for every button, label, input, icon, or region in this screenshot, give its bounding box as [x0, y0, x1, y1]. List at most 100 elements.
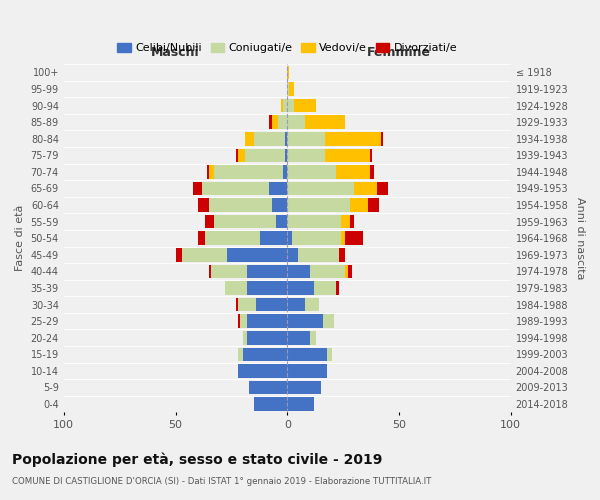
Bar — [209, 198, 272, 212]
Bar — [254, 398, 287, 411]
Bar — [346, 232, 363, 245]
Bar — [285, 148, 287, 162]
Bar — [285, 132, 287, 145]
Bar — [337, 165, 370, 178]
Bar — [347, 264, 352, 278]
Text: Maschi: Maschi — [151, 46, 200, 59]
Bar — [354, 182, 377, 196]
Bar — [294, 99, 316, 112]
Bar — [247, 281, 287, 295]
Bar — [341, 215, 350, 228]
Bar — [238, 348, 242, 361]
Bar — [198, 198, 209, 212]
Bar — [207, 165, 209, 178]
Bar — [205, 215, 214, 228]
Bar — [198, 232, 205, 245]
Text: Popolazione per età, sesso e stato civile - 2019: Popolazione per età, sesso e stato civil… — [12, 452, 382, 467]
Bar — [254, 132, 285, 145]
Bar — [287, 165, 337, 178]
Bar — [338, 248, 346, 262]
Bar — [247, 314, 287, 328]
Bar — [370, 148, 372, 162]
Bar — [238, 314, 241, 328]
Bar — [287, 82, 289, 96]
Bar — [310, 331, 316, 344]
Bar — [287, 215, 341, 228]
Bar — [209, 264, 211, 278]
Bar — [292, 232, 341, 245]
Bar — [305, 116, 346, 129]
Bar — [328, 348, 332, 361]
Bar — [310, 264, 346, 278]
Bar — [287, 198, 350, 212]
Bar — [287, 331, 310, 344]
Bar — [238, 364, 287, 378]
Bar — [305, 298, 319, 312]
Bar — [283, 99, 287, 112]
Bar — [287, 232, 292, 245]
Legend: Celibi/Nubili, Coniugati/e, Vedovi/e, Divorziati/e: Celibi/Nubili, Coniugati/e, Vedovi/e, Di… — [113, 38, 461, 58]
Bar — [247, 264, 287, 278]
Bar — [350, 215, 354, 228]
Text: COMUNE DI CASTIGLIONE D'ORCIA (SI) - Dati ISTAT 1° gennaio 2019 - Elaborazione T: COMUNE DI CASTIGLIONE D'ORCIA (SI) - Dat… — [12, 478, 431, 486]
Bar — [283, 165, 287, 178]
Bar — [370, 165, 374, 178]
Bar — [287, 348, 328, 361]
Bar — [287, 314, 323, 328]
Bar — [281, 99, 283, 112]
Bar — [214, 215, 276, 228]
Bar — [242, 331, 247, 344]
Bar — [214, 165, 283, 178]
Bar — [287, 364, 328, 378]
Bar — [227, 248, 287, 262]
Y-axis label: Fasce di età: Fasce di età — [15, 205, 25, 272]
Bar — [193, 182, 202, 196]
Bar — [245, 132, 254, 145]
Bar — [289, 82, 294, 96]
Bar — [247, 331, 287, 344]
Bar — [209, 165, 214, 178]
Bar — [224, 281, 247, 295]
Bar — [287, 248, 298, 262]
Bar — [176, 248, 182, 262]
Bar — [287, 99, 294, 112]
Bar — [337, 281, 338, 295]
Bar — [298, 248, 338, 262]
Bar — [377, 182, 388, 196]
Bar — [202, 182, 269, 196]
Bar — [368, 198, 379, 212]
Bar — [325, 132, 381, 145]
Bar — [269, 116, 272, 129]
Bar — [346, 264, 347, 278]
Bar — [241, 314, 247, 328]
Text: Femmine: Femmine — [367, 46, 431, 59]
Bar — [272, 198, 287, 212]
Bar — [341, 232, 346, 245]
Bar — [287, 148, 325, 162]
Bar — [287, 66, 289, 79]
Bar — [211, 264, 247, 278]
Bar — [287, 298, 305, 312]
Bar — [287, 116, 305, 129]
Bar — [236, 298, 238, 312]
Bar — [350, 198, 368, 212]
Bar — [276, 215, 287, 228]
Bar — [287, 182, 354, 196]
Bar — [381, 132, 383, 145]
Bar — [236, 148, 238, 162]
Bar — [314, 281, 337, 295]
Bar — [182, 248, 227, 262]
Bar — [238, 298, 256, 312]
Bar — [325, 148, 370, 162]
Bar — [323, 314, 334, 328]
Bar — [287, 380, 321, 394]
Bar — [256, 298, 287, 312]
Bar — [245, 148, 285, 162]
Bar — [269, 182, 287, 196]
Y-axis label: Anni di nascita: Anni di nascita — [575, 197, 585, 280]
Bar — [287, 281, 314, 295]
Bar — [242, 348, 287, 361]
Bar — [272, 116, 278, 129]
Bar — [238, 148, 245, 162]
Bar — [287, 398, 314, 411]
